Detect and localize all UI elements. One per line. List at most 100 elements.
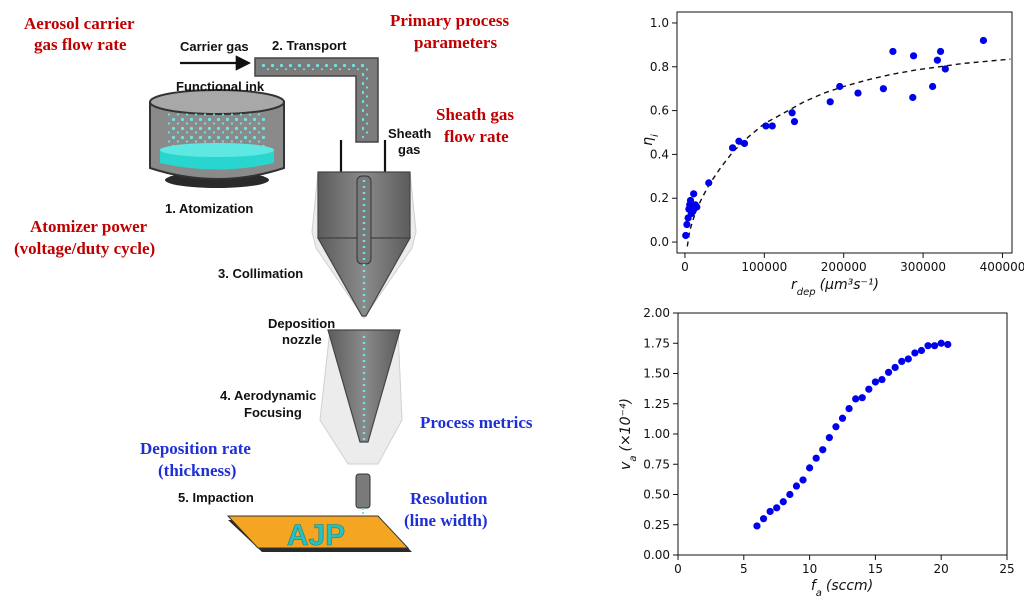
- sheath-flow-label-1: Sheath gas: [436, 105, 514, 124]
- c2-data-point: [825, 434, 833, 442]
- c2-x-tick-label: 5: [740, 562, 748, 576]
- c1-data-point: [979, 36, 988, 45]
- chart1-x-ticks: 0 100000 200000 300000 400000: [681, 253, 1024, 274]
- functional-ink-label: Functional ink: [176, 79, 265, 94]
- c2-data-point: [924, 342, 932, 350]
- c2-data-point: [852, 395, 860, 403]
- c1-data-point: [790, 117, 799, 126]
- c2-data-point: [819, 446, 827, 454]
- c2-data-point: [891, 363, 899, 372]
- atomizer-vessel: [149, 89, 285, 188]
- sheath-gas-label-1: Sheath: [388, 126, 431, 141]
- c2-data-point: [766, 507, 774, 516]
- primary-params-label-2: parameters: [414, 33, 497, 52]
- c2-data-point: [871, 378, 880, 386]
- c2-data-point: [792, 482, 801, 490]
- c1-x-tick-label: 400000: [980, 260, 1024, 274]
- c2-y-tick-label: 0.50: [643, 488, 670, 502]
- deposition-nozzle-label-2: nozzle: [282, 332, 322, 347]
- c1-data-point: [683, 220, 691, 229]
- c2-data-point: [865, 385, 873, 393]
- step-impaction-label: 5. Impaction: [178, 490, 254, 505]
- c1-data-point: [728, 144, 737, 152]
- step-transport-label: 2. Transport: [272, 38, 347, 53]
- c2-data-point: [812, 454, 820, 462]
- step-focusing-label-1: 4. Aerodynamic: [220, 388, 316, 403]
- c1-data-point: [929, 82, 937, 91]
- c1-y-tick-label: 0.6: [650, 104, 669, 118]
- resolution-label-1: Resolution: [410, 489, 488, 508]
- aerosol-carrier-label-2: gas flow rate: [34, 35, 127, 54]
- transport-tube: [254, 57, 379, 143]
- c2-data-point: [786, 490, 794, 499]
- c1-data-point: [735, 137, 743, 145]
- chart2-y-ticks: 0.00 0.25 0.50 0.75 1.00 1.25 1.50 1.75 2.00: [643, 306, 678, 562]
- c1-x-tick-label: 300000: [900, 260, 946, 274]
- resolution-label-2: (line width): [404, 511, 488, 530]
- c2-x-tick-label: 0: [674, 562, 682, 576]
- carrier-gas-label: Carrier gas: [180, 39, 249, 54]
- c1-data-point: [889, 47, 897, 56]
- chart1-fit-curve: [686, 58, 1011, 247]
- c1-data-point: [705, 179, 713, 187]
- c2-x-tick-label: 10: [802, 562, 817, 576]
- c1-data-point: [693, 203, 701, 211]
- chart2-y-label: va(×10⁻⁴): [618, 398, 639, 470]
- c2-data-point: [779, 498, 787, 506]
- c1-data-point: [690, 190, 698, 198]
- step-focusing-label-2: Focusing: [244, 405, 302, 420]
- c1-data-point: [941, 65, 949, 73]
- deposition-rate-label-2: (thickness): [158, 461, 236, 480]
- process-metrics-label: Process metrics: [420, 413, 533, 432]
- c1-y-tick-label: 0.8: [650, 60, 669, 74]
- deposition-rate-label-1: Deposition rate: [140, 439, 251, 458]
- c2-x-tick-label: 15: [868, 562, 883, 576]
- substrate-text: AJP: [287, 519, 345, 552]
- chart-velocity: 0.00 0.25 0.50 0.75 1.00 1.25 1.50 1.75 2.00 0 5 1…: [618, 306, 1015, 599]
- chart2-points: [753, 339, 952, 530]
- c2-data-point: [838, 414, 847, 422]
- c1-data-point: [933, 56, 941, 64]
- c2-y-tick-label: 1.75: [643, 336, 670, 350]
- c1-data-point: [740, 139, 749, 148]
- c2-y-tick-label: 1.00: [643, 427, 670, 441]
- c2-x-tick-label: 20: [934, 562, 949, 576]
- c2-y-tick-label: 0.25: [643, 518, 670, 532]
- chart1-points: [682, 36, 988, 240]
- chart1-y-ticks: 0.0 0.2 0.4 0.6 0.8 1.0: [650, 16, 677, 249]
- chart-efficiency: 0.0 0.2 0.4 0.6 0.8 1.0 0 100000 200000 300000 40…: [640, 11, 1024, 298]
- c2-data-point: [884, 368, 893, 376]
- c1-x-tick-label: 100000: [741, 260, 787, 274]
- chart1-frame: [676, 11, 1013, 254]
- c2-data-point: [917, 346, 926, 355]
- atomizer-power-label-1: Atomizer power: [30, 217, 148, 236]
- c1-data-point: [788, 109, 796, 117]
- atomizer-power-label-2: (voltage/duty cycle): [14, 239, 155, 258]
- aerosol-carrier-label-1: Aerosol carrier: [24, 14, 135, 33]
- step-collimation-label: 3. Collimation: [218, 266, 303, 281]
- c2-y-tick-label: 2.00: [643, 306, 670, 320]
- deposition-nozzle-label-1: Deposition: [268, 316, 335, 331]
- sheath-gas-label-2: gas: [398, 142, 420, 157]
- deposition-nozzle: [319, 329, 403, 522]
- sheath-flow-label-2: flow rate: [444, 127, 509, 146]
- c2-data-point: [904, 355, 912, 363]
- c2-y-tick-label: 1.25: [643, 397, 670, 411]
- c1-data-point: [909, 93, 917, 102]
- c2-y-tick-label: 1.50: [643, 367, 670, 381]
- c2-data-point: [773, 504, 781, 512]
- c1-data-point: [936, 47, 945, 56]
- c1-y-tick-label: 1.0: [650, 16, 669, 30]
- c2-data-point: [937, 339, 945, 347]
- c1-data-point: [836, 82, 844, 91]
- c2-y-tick-label: 0.00: [643, 548, 670, 562]
- c2-data-point: [845, 404, 853, 413]
- substrate: [226, 515, 412, 552]
- c2-data-point: [931, 342, 939, 350]
- c2-x-tick-label: 25: [999, 562, 1014, 576]
- c2-data-point: [944, 340, 952, 349]
- c2-data-point: [753, 522, 761, 530]
- c2-data-point: [832, 423, 840, 431]
- collimation-chamber: [311, 171, 417, 319]
